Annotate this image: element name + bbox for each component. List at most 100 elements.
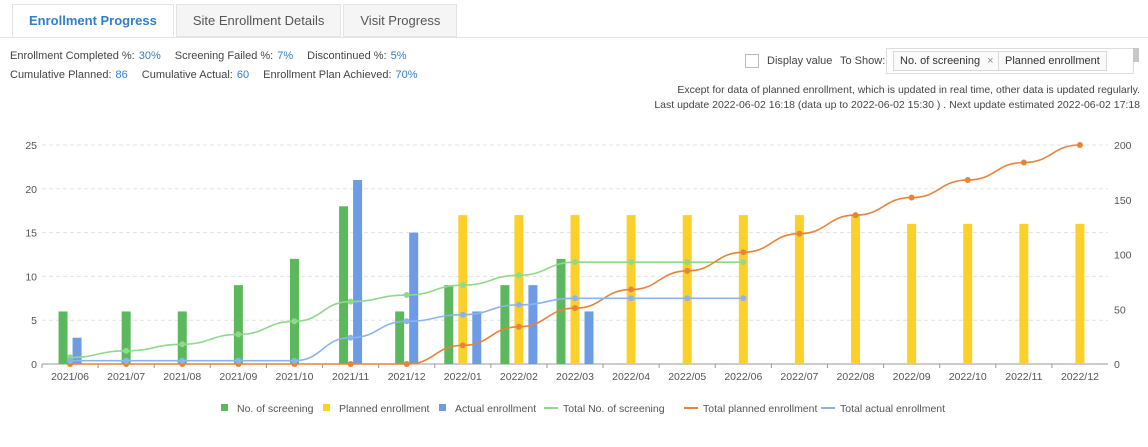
bar-no-of-screening xyxy=(556,258,566,364)
bar-planned-enrollment xyxy=(738,215,748,364)
bar-actual-enrollment xyxy=(353,180,363,364)
bar-planned-enrollment xyxy=(851,215,861,364)
y2-tick-label: 0 xyxy=(1114,359,1120,371)
stat-label: Discontinued %: xyxy=(307,50,387,62)
enrollment-chart: 0 5 10 15 20 25 0 50 100 150 200 2021/06 2021/07 2021… xyxy=(25,140,1132,415)
bar-planned-enrollment xyxy=(1019,223,1029,364)
point-total-actual-enrollment xyxy=(515,301,522,308)
point-total-actual-enrollment xyxy=(67,357,74,364)
y2-tick-label: 150 xyxy=(1114,195,1132,207)
point-total-no-of-screening xyxy=(684,259,691,266)
x-tick-label: 2021/10 xyxy=(275,371,313,383)
tag-planned-enrollment: Planned enrollment xyxy=(998,51,1107,71)
point-total-actual-enrollment xyxy=(628,295,635,302)
bar-no-of-screening xyxy=(121,311,131,364)
point-total-actual-enrollment xyxy=(123,357,130,364)
y-tick-label: 25 xyxy=(25,140,37,152)
y2-tick-label: 200 xyxy=(1114,140,1132,152)
tab-site-enrollment-details[interactable]: Site Enrollment Details xyxy=(175,4,342,37)
y-tick-label: 15 xyxy=(25,228,37,240)
x-tick-label: 2021/09 xyxy=(219,371,257,383)
legend-label: No. of screening xyxy=(237,403,314,415)
tag-no-of-screening: No. of screening × xyxy=(893,51,1001,71)
stat-cumulative-actual: Cumulative Actual: 60 xyxy=(142,69,249,81)
legend-label: Total No. of screening xyxy=(563,403,665,415)
point-total-actual-enrollment xyxy=(347,334,354,341)
bar-no-of-screening xyxy=(58,311,68,364)
point-total-actual-enrollment xyxy=(235,357,242,364)
x-tick-label: 2022/06 xyxy=(724,371,762,383)
point-total-planned-enrollment xyxy=(1020,159,1027,166)
point-total-planned-enrollment xyxy=(459,342,466,349)
point-total-no-of-screening xyxy=(403,292,410,299)
to-show-select[interactable]: No. of screening × Planned enrollment xyxy=(886,48,1134,74)
legend-swatch xyxy=(221,404,228,411)
point-total-no-of-screening xyxy=(179,341,186,348)
point-total-actual-enrollment xyxy=(179,357,186,364)
point-total-actual-enrollment xyxy=(740,295,747,302)
last-update-note: Last update 2022-06-02 16:18 (data up to… xyxy=(654,99,1140,111)
point-total-no-of-screening xyxy=(347,298,354,305)
x-tick-label: 2022/02 xyxy=(500,371,538,383)
legend-label: Total planned enrollment xyxy=(703,403,817,415)
x-tick-label: 2022/08 xyxy=(837,371,875,383)
bar-planned-enrollment xyxy=(907,223,917,364)
to-show-label: To Show: xyxy=(840,55,886,67)
stat-value: 70% xyxy=(395,69,418,81)
bar-actual-enrollment xyxy=(584,311,594,364)
point-total-planned-enrollment xyxy=(628,286,635,293)
point-total-planned-enrollment xyxy=(852,212,859,219)
tab-enrollment-progress[interactable]: Enrollment Progress xyxy=(12,4,174,37)
point-total-planned-enrollment xyxy=(515,323,522,330)
x-tick-label: 2022/04 xyxy=(612,371,650,383)
scrollbar-thumb[interactable] xyxy=(1133,48,1139,62)
tab-divider xyxy=(0,37,1148,38)
bar-planned-enrollment xyxy=(1075,223,1085,364)
legend-swatch xyxy=(439,404,446,411)
bar-no-of-screening xyxy=(339,206,349,364)
bar-planned-enrollment xyxy=(682,215,692,364)
bar-planned-enrollment xyxy=(963,223,973,364)
display-value-checkbox[interactable] xyxy=(745,54,759,68)
point-total-no-of-screening xyxy=(628,259,635,266)
bar-no-of-screening xyxy=(233,285,243,364)
tag-label: Planned enrollment xyxy=(1005,55,1100,67)
point-total-actual-enrollment xyxy=(572,295,578,302)
point-total-planned-enrollment xyxy=(964,177,971,184)
x-tick-label: 2022/09 xyxy=(893,371,931,383)
bar-actual-enrollment xyxy=(472,311,482,364)
stat-value: 86 xyxy=(115,69,128,81)
point-total-planned-enrollment xyxy=(908,194,915,201)
y2-tick-label: 100 xyxy=(1114,250,1132,262)
point-total-planned-enrollment xyxy=(403,361,410,367)
x-tick-label: 2021/12 xyxy=(388,371,426,383)
bar-actual-enrollment xyxy=(72,337,82,364)
x-tick-label: 2022/05 xyxy=(668,371,706,383)
stat-value: 7% xyxy=(277,50,294,62)
line-total-actual-enrollment xyxy=(70,297,744,362)
legend-label: Planned enrollment xyxy=(339,403,430,415)
bar-planned-enrollment xyxy=(794,215,804,364)
display-value-toggle[interactable]: Display value xyxy=(745,54,832,68)
stat-value: 30% xyxy=(138,50,161,62)
point-total-actual-enrollment xyxy=(459,311,466,318)
stat-label: Enrollment Plan Achieved: xyxy=(263,69,392,81)
y-tick-label: 5 xyxy=(31,315,37,327)
legend-label: Actual enrollment xyxy=(455,403,536,415)
close-icon[interactable]: × xyxy=(987,55,994,67)
y2-tick-label: 50 xyxy=(1114,304,1126,316)
tab-visit-progress[interactable]: Visit Progress xyxy=(343,4,458,37)
point-total-planned-enrollment xyxy=(796,230,803,237)
point-total-planned-enrollment xyxy=(572,305,578,312)
point-total-actual-enrollment xyxy=(291,357,298,364)
tag-label: No. of screening xyxy=(900,55,981,67)
point-total-planned-enrollment xyxy=(684,267,691,274)
legend-label: Total actual enrollment xyxy=(840,403,945,415)
point-total-no-of-screening xyxy=(740,259,747,266)
stat-discontinued: Discontinued %: 5% xyxy=(307,50,406,62)
x-tick-label: 2021/07 xyxy=(107,371,145,383)
point-total-planned-enrollment xyxy=(1076,142,1083,148)
point-total-no-of-screening xyxy=(291,318,298,325)
point-total-planned-enrollment xyxy=(347,361,354,367)
stats-row-1: Enrollment Completed %: 30% Screening Fai… xyxy=(10,50,421,62)
